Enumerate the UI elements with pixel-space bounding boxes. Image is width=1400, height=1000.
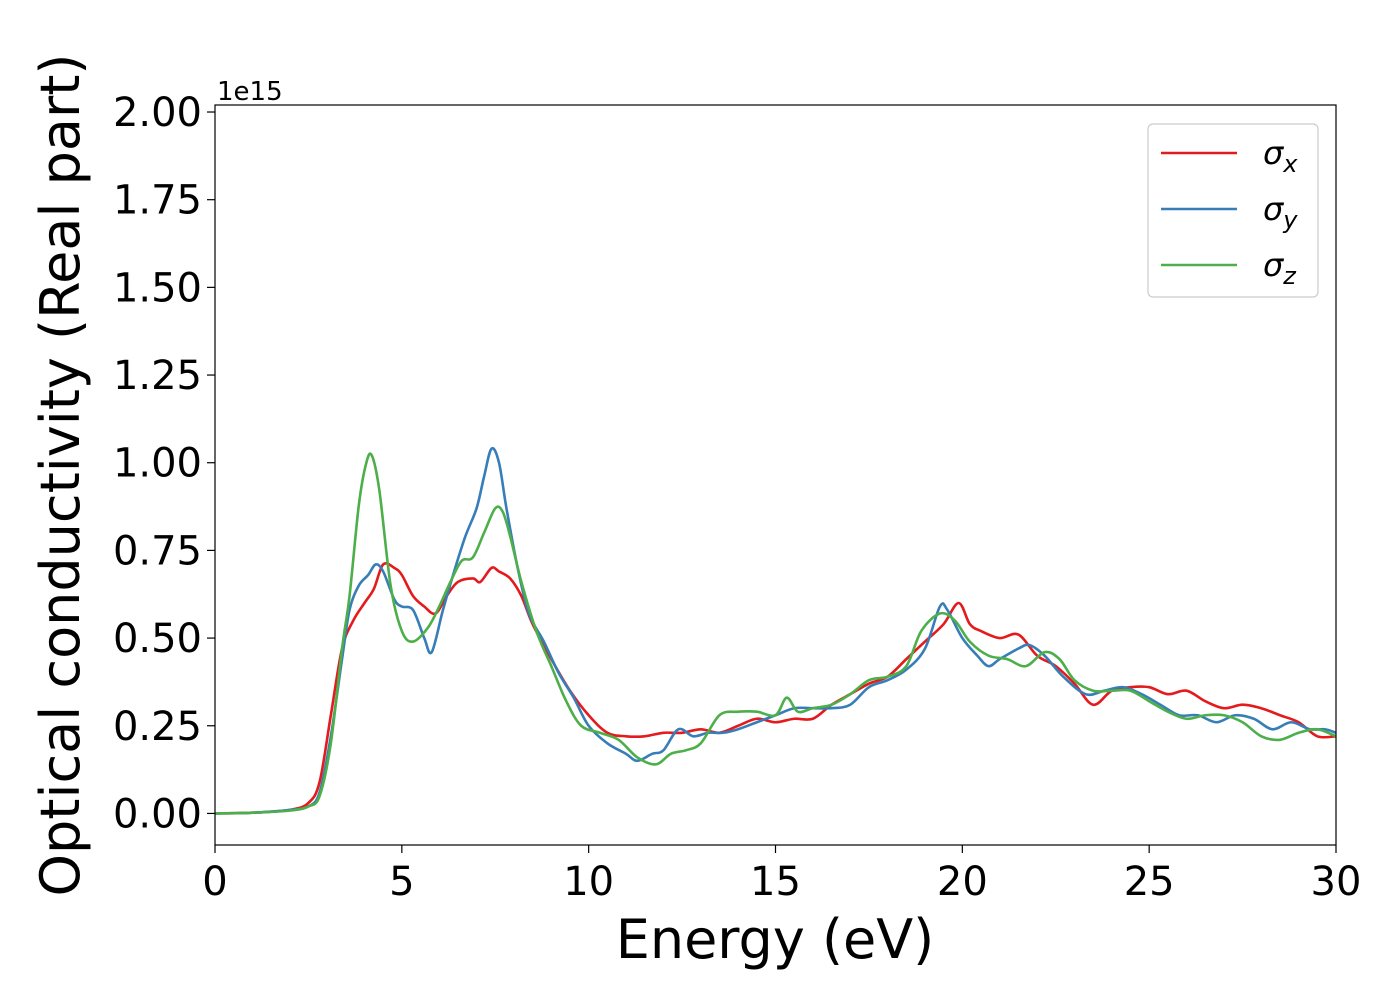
x-axis-label: Energy (eV) [616, 908, 935, 971]
x-axis-ticks: 0 5 10 15 20 25 30 [202, 845, 1361, 905]
y-tick-label: 0.25 [113, 704, 202, 750]
y-axis-ticks: 0.00 0.25 0.50 0.75 1.00 1.25 1.50 1.75 2.00 [113, 90, 215, 837]
legend-box [1147, 123, 1319, 298]
x-tick-label: 30 [1311, 859, 1362, 905]
series-line-sigma-y [214, 446, 1337, 815]
y-tick-label: 1.75 [113, 178, 202, 224]
legend-label-sigma-y: σy [1263, 190, 1298, 234]
y-tick-label: 1.50 [113, 265, 202, 311]
y-tick-label: 1.25 [113, 353, 202, 399]
series-line-sigma-z [214, 452, 1337, 815]
legend-items: σx σy σz [1161, 134, 1298, 290]
x-tick-label: 0 [202, 859, 227, 905]
x-tick-label: 10 [563, 859, 614, 905]
legend-label-sigma-x: σx [1263, 134, 1298, 178]
y-axis-multiplier: 1e15 [217, 77, 283, 107]
x-tick-label: 20 [937, 859, 988, 905]
x-tick-label: 15 [750, 859, 801, 905]
y-tick-label: 2.00 [113, 90, 202, 136]
x-tick-label: 25 [1124, 859, 1175, 905]
y-tick-label: 0.50 [113, 616, 202, 662]
x-tick-label: 5 [389, 859, 414, 905]
legend-label-sigma-z: σz [1263, 246, 1297, 290]
legend: σx σy σz [1147, 123, 1319, 298]
y-axis-label: Optical conductivity (Real part) [29, 54, 92, 897]
series-layer [214, 446, 1337, 815]
y-tick-label: 0.75 [113, 528, 202, 574]
y-tick-label: 1.00 [113, 441, 202, 487]
y-tick-label: 0.00 [113, 791, 202, 837]
